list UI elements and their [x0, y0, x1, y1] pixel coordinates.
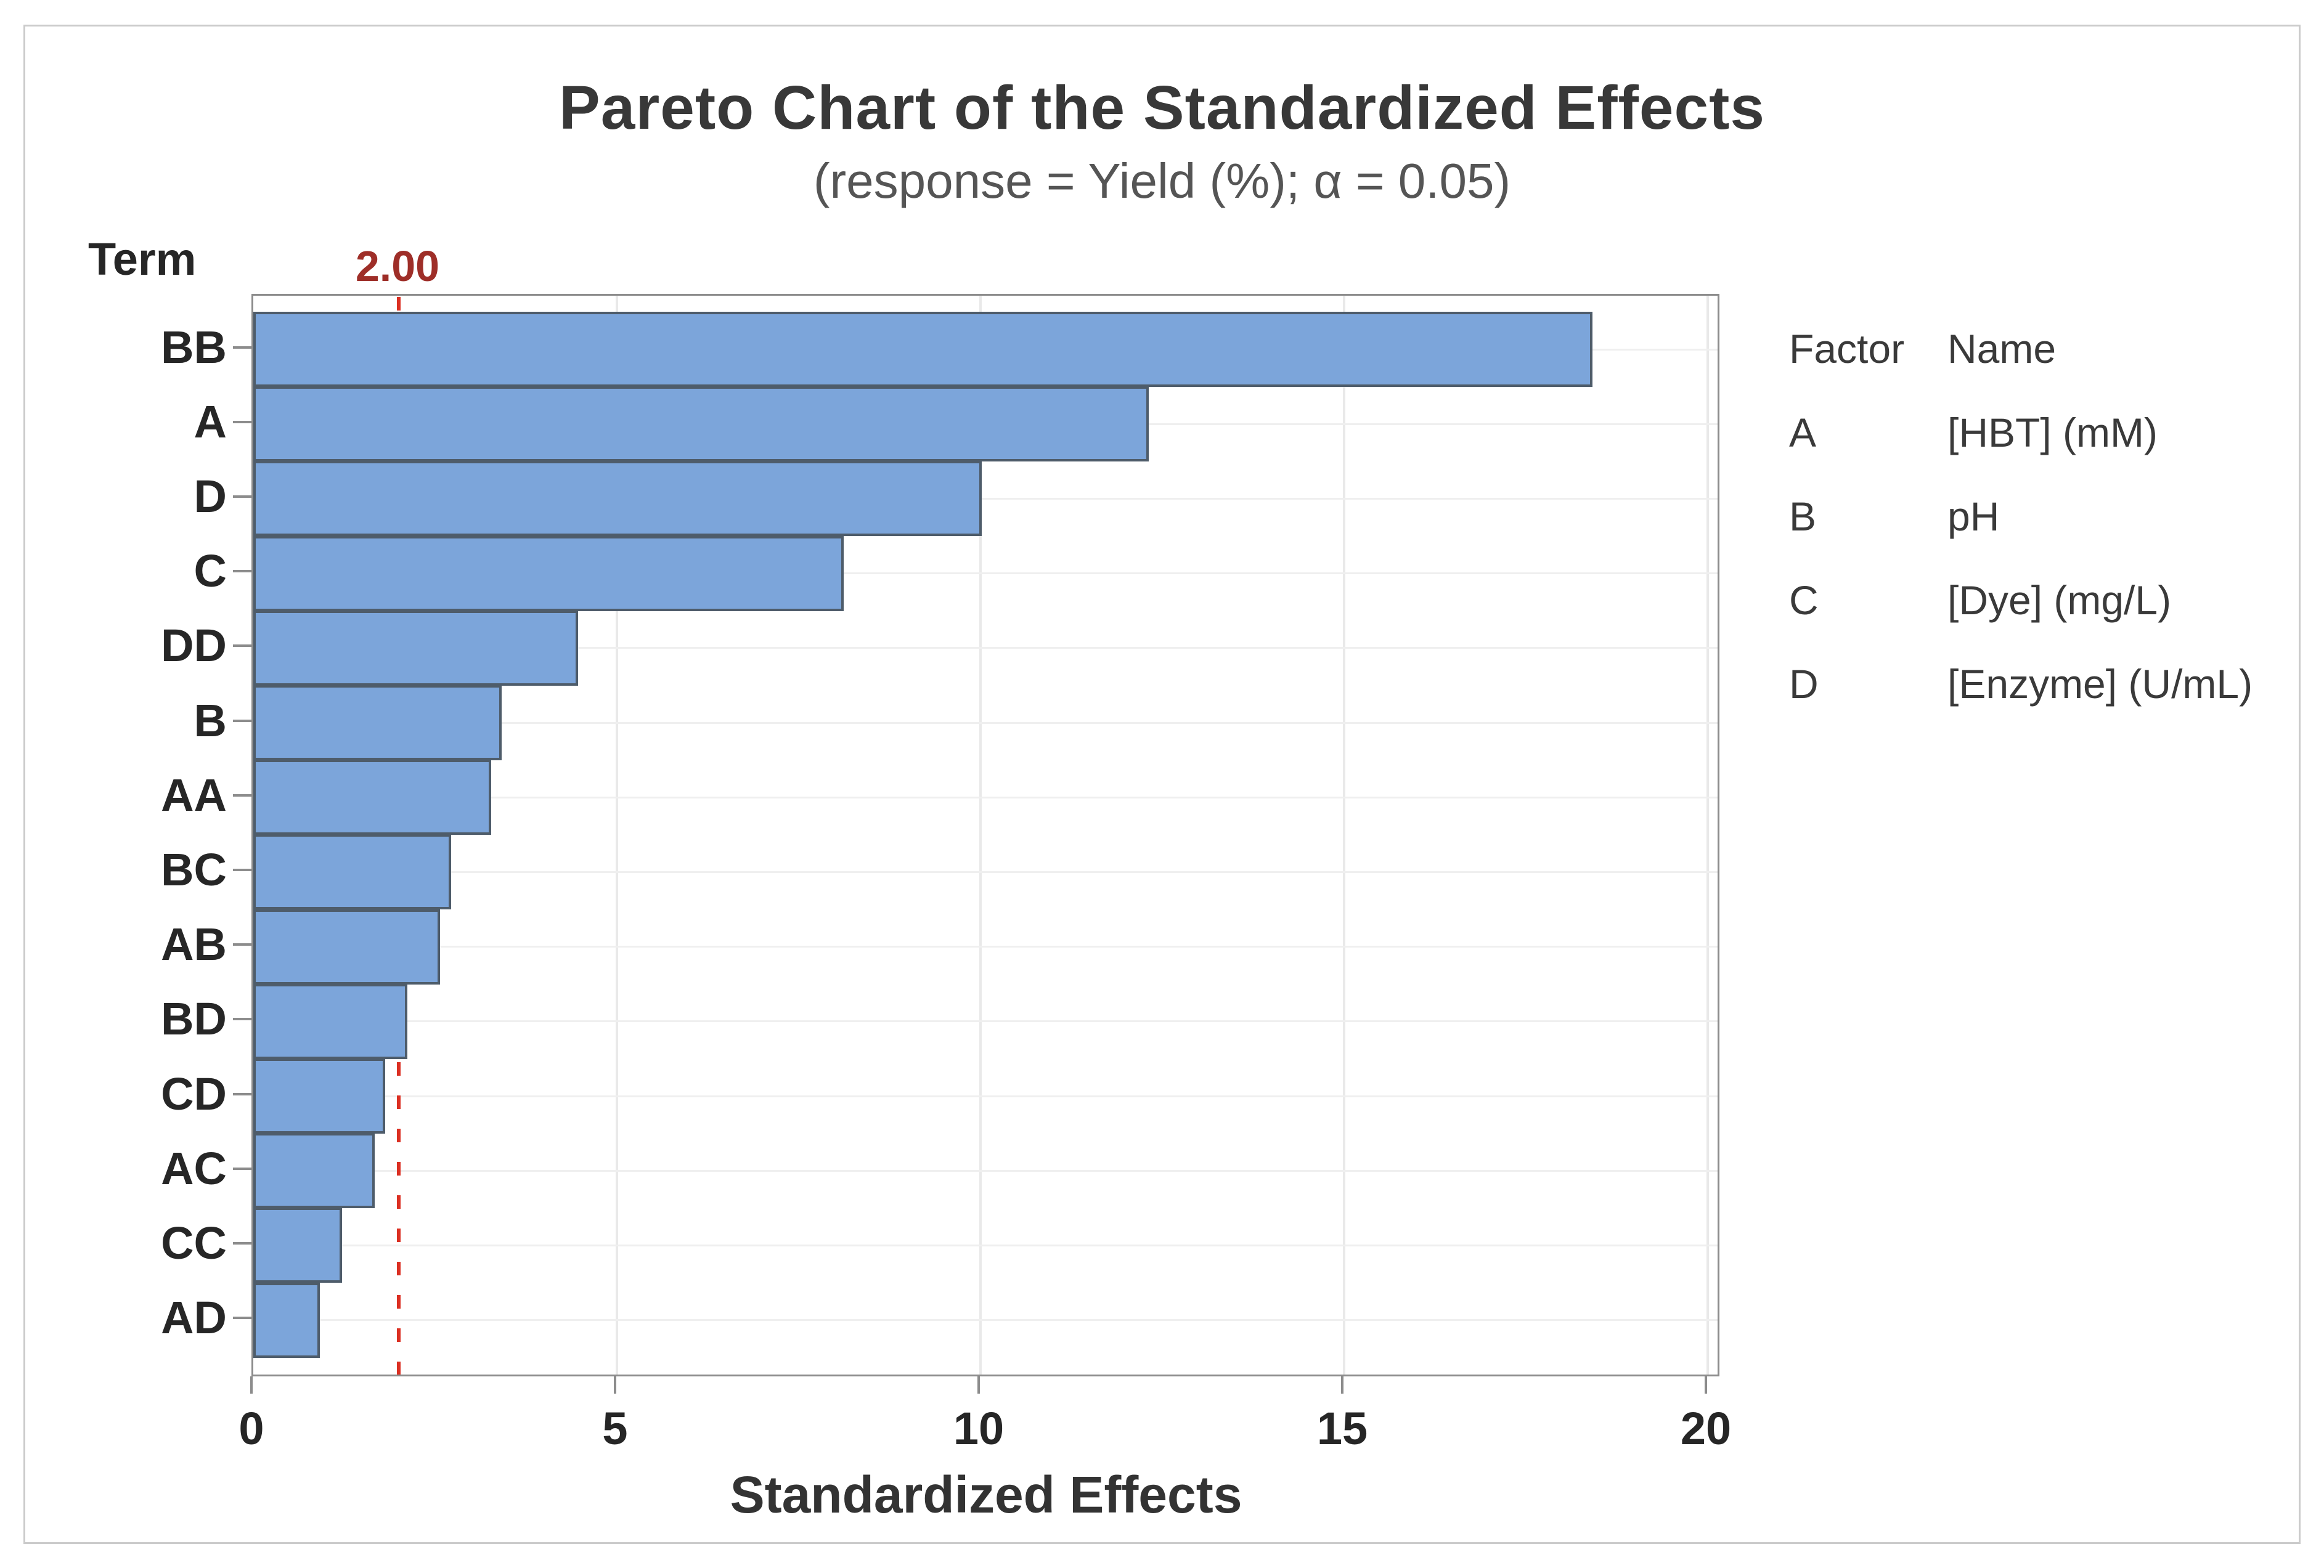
legend-factor-name: [HBT] (mM)	[1947, 410, 2158, 455]
y-tick	[233, 1093, 251, 1095]
y-tick-label-DD: DD	[161, 620, 227, 671]
x-tick	[614, 1376, 616, 1394]
horizontal-gridline	[253, 1095, 1718, 1097]
y-tick	[233, 346, 251, 349]
legend-factor-label: B	[1789, 494, 1817, 539]
x-tick	[977, 1376, 980, 1394]
y-tick-label-AA: AA	[161, 770, 227, 821]
legend-factor-name: [Dye] (mg/L)	[1947, 577, 2172, 623]
y-tick	[233, 1242, 251, 1245]
y-tick-label-BC: BC	[161, 844, 227, 895]
legend-header-name: Name	[1947, 326, 2057, 372]
y-tick	[233, 1317, 251, 1319]
bar-CC	[253, 1208, 342, 1283]
y-tick-label-AB: AB	[161, 919, 227, 970]
legend-row-D: D [Enzyme] (U/mL)	[1789, 660, 2301, 722]
vertical-gridline	[979, 296, 982, 1375]
plot-area	[251, 294, 1719, 1376]
bar-DD	[253, 611, 578, 686]
x-tick-label-10: 10	[953, 1403, 1005, 1454]
horizontal-gridline	[253, 1245, 1718, 1246]
chart-subtitle: (response = Yield (%); α = 0.05)	[813, 153, 1511, 208]
legend-factor-label: D	[1789, 661, 1819, 707]
horizontal-gridline	[253, 946, 1718, 948]
x-tick-label-20: 20	[1680, 1403, 1732, 1454]
y-tick-label-B: B	[194, 695, 227, 746]
horizontal-gridline	[253, 1020, 1718, 1022]
y-tick	[233, 495, 251, 498]
bar-D	[253, 461, 982, 536]
vertical-gridline	[1343, 296, 1345, 1375]
y-tick-label-CD: CD	[161, 1068, 227, 1119]
y-tick-label-AD: AD	[161, 1292, 227, 1343]
y-tick	[233, 1018, 251, 1020]
y-tick	[233, 421, 251, 423]
y-tick	[233, 720, 251, 722]
legend-row-A: A [HBT] (mM)	[1789, 409, 2301, 471]
bar-C	[253, 536, 844, 611]
x-tick	[1341, 1376, 1343, 1394]
bar-A	[253, 386, 1149, 461]
horizontal-gridline	[253, 722, 1718, 724]
y-tick-label-CC: CC	[161, 1217, 227, 1269]
chart-title: Pareto Chart of the Standardized Effects	[559, 73, 1765, 142]
legend-factor-name: pH	[1947, 494, 2000, 539]
x-tick-label-15: 15	[1316, 1403, 1368, 1454]
y-tick-label-D: D	[194, 471, 227, 522]
bar-AD	[253, 1283, 320, 1358]
y-tick	[233, 943, 251, 946]
y-tick	[233, 869, 251, 871]
bar-AB	[253, 909, 440, 985]
bar-AC	[253, 1133, 375, 1208]
horizontal-gridline	[253, 1319, 1718, 1321]
y-tick-label-BB: BB	[161, 322, 227, 373]
x-tick-label-5: 5	[602, 1403, 628, 1454]
vertical-gridline	[1706, 296, 1709, 1375]
horizontal-gridline	[253, 871, 1718, 873]
horizontal-gridline	[253, 647, 1718, 649]
bar-B	[253, 685, 502, 760]
horizontal-gridline	[253, 498, 1718, 500]
horizontal-gridline	[253, 797, 1718, 798]
x-tick	[1705, 1376, 1707, 1394]
y-tick	[233, 794, 251, 797]
bar-CD	[253, 1058, 385, 1134]
horizontal-gridline	[253, 572, 1718, 574]
legend-factor-name: [Enzyme] (U/mL)	[1947, 661, 2253, 707]
y-tick	[233, 570, 251, 572]
y-tick-label-AC: AC	[161, 1143, 227, 1194]
legend-header-row: Factor Name	[1789, 325, 2301, 387]
legend-factor-label: C	[1789, 577, 1819, 623]
legend-header-factor: Factor	[1789, 326, 1905, 372]
legend-factor-label: A	[1789, 410, 1817, 455]
legend-row-C: C [Dye] (mg/L)	[1789, 577, 2301, 638]
x-axis-title: Standardized Effects	[730, 1466, 1242, 1524]
reference-line-label: 2.00	[355, 242, 440, 290]
bar-BB	[253, 312, 1592, 387]
y-tick-label-C: C	[194, 545, 227, 596]
y-tick	[233, 1168, 251, 1170]
x-tick	[250, 1376, 253, 1394]
bar-BD	[253, 984, 407, 1059]
horizontal-gridline	[253, 1170, 1718, 1172]
bar-BC	[253, 834, 451, 909]
y-tick-label-BD: BD	[161, 993, 227, 1044]
y-tick	[233, 644, 251, 647]
y-tick-label-A: A	[194, 396, 227, 447]
y-axis-title: Term	[88, 234, 197, 285]
bar-AA	[253, 760, 491, 835]
vertical-gridline	[616, 296, 618, 1375]
x-tick-label-0: 0	[239, 1403, 264, 1454]
